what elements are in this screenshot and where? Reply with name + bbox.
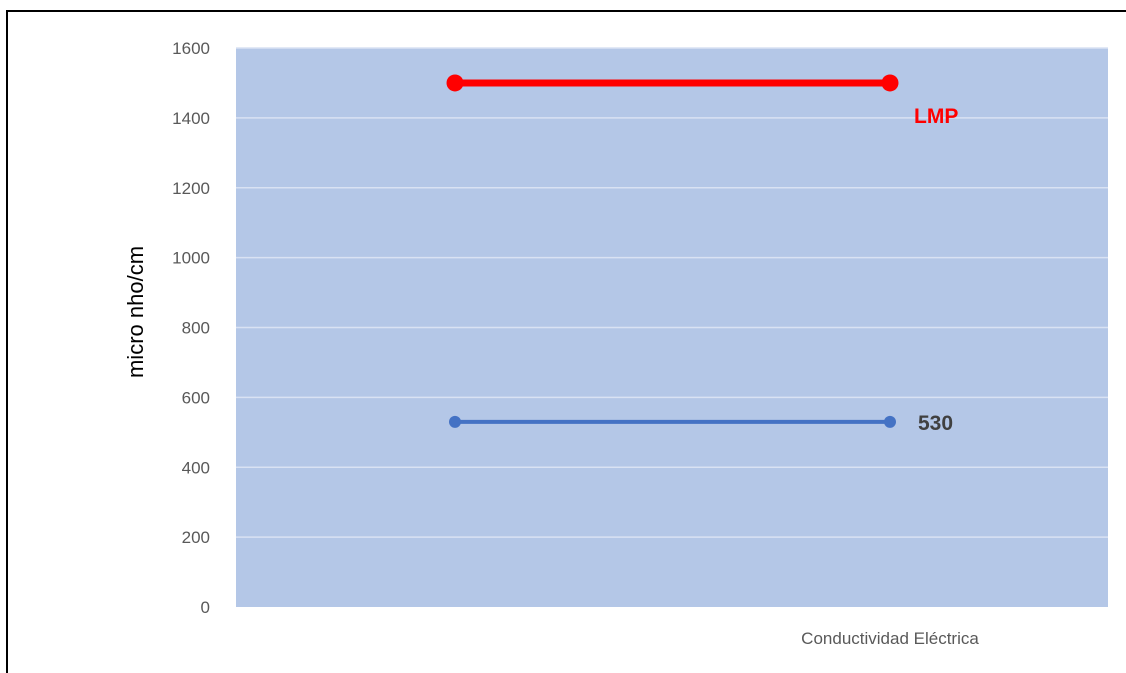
gridlines [236, 47, 1108, 538]
y-tick-label: 1400 [172, 109, 210, 128]
y-axis-title: micro nho/cm [123, 246, 148, 378]
y-tick-label: 600 [182, 388, 210, 407]
series-marker [884, 415, 896, 428]
chart-frame [6, 10, 1126, 673]
y-axis-ticks: 0 200 400 600 800 1000 1200 1400 1600 [172, 39, 210, 617]
y-tick-label: 200 [182, 528, 210, 547]
y-tick-label: 0 [201, 598, 210, 617]
series-group: LMP 530 [446, 74, 958, 435]
y-tick-label: 800 [182, 319, 210, 338]
y-tick-label: 1000 [172, 249, 210, 268]
series-label: LMP [914, 105, 958, 128]
series-marker [449, 415, 461, 428]
category-label: Conductividad Eléctrica [801, 629, 979, 648]
series-label: 530 [918, 412, 953, 435]
y-tick-label: 1200 [172, 179, 210, 198]
y-tick-label: 1600 [172, 39, 210, 58]
series-marker [881, 74, 899, 92]
y-tick-label: 400 [182, 458, 210, 477]
series-marker [446, 74, 464, 92]
